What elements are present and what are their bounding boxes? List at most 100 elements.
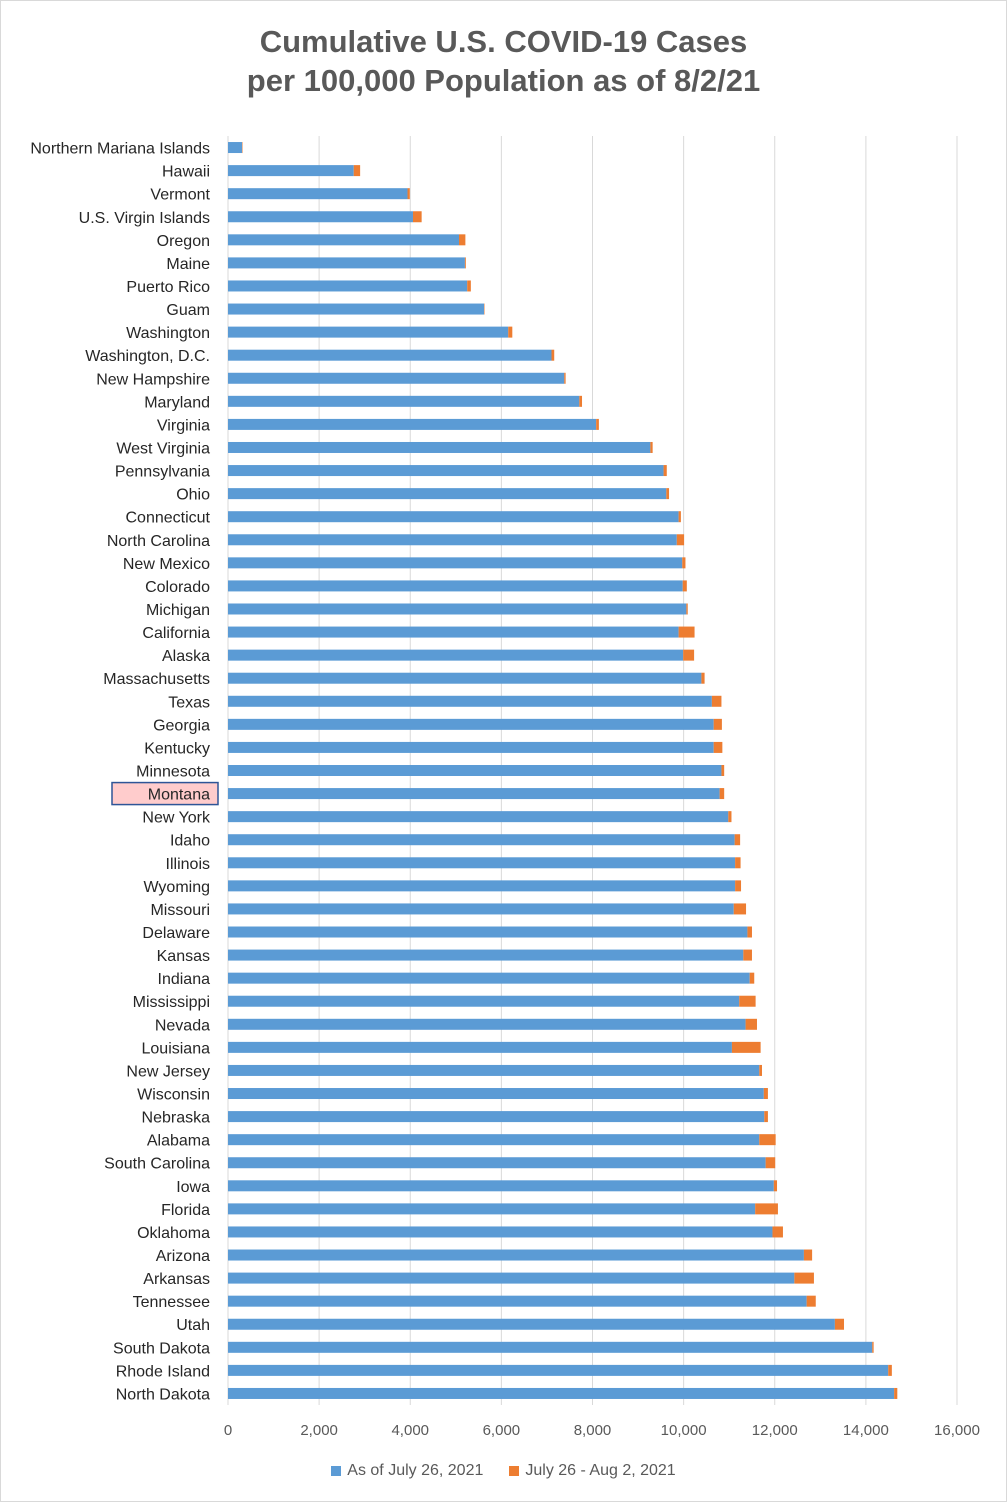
category-label-washington: Washington — [126, 325, 210, 342]
category-label-north-carolina: North Carolina — [107, 533, 210, 550]
legend-item-series-2: July 26 - Aug 2, 2021 — [509, 1462, 676, 1480]
category-label-new-hampshire: New Hampshire — [96, 371, 210, 388]
bar-as-of-jul26-missouri — [228, 903, 734, 915]
bar-as-of-jul26-oklahoma — [228, 1226, 773, 1238]
bar-as-of-jul26-montana — [228, 788, 720, 800]
category-label-maine: Maine — [166, 256, 210, 273]
bar-as-of-jul26-puerto-rico — [228, 280, 468, 292]
category-label-south-dakota: South Dakota — [113, 1340, 210, 1357]
category-label-alaska: Alaska — [162, 648, 210, 665]
x-tick-label-10000: 10,000 — [661, 1422, 707, 1439]
bar-as-of-jul26-northern-mariana-islands — [228, 142, 243, 154]
bar-as-of-jul26-washington-d-c — [228, 349, 552, 361]
legend-swatch-series-2 — [509, 1466, 520, 1476]
bar-jul26-aug2-new-hampshire — [564, 372, 566, 384]
bar-as-of-jul26-iowa — [228, 1180, 774, 1192]
category-label-oregon: Oregon — [157, 233, 210, 250]
category-label-missouri: Missouri — [150, 902, 210, 919]
category-label-west-virginia: West Virginia — [116, 440, 210, 457]
bar-as-of-jul26-new-jersey — [228, 1064, 760, 1076]
bar-as-of-jul26-texas — [228, 695, 712, 707]
bar-jul26-aug2-west-virginia — [650, 441, 653, 453]
bar-jul26-aug2-u-s-virgin-islands — [412, 211, 422, 223]
bar-as-of-jul26-kansas — [228, 949, 744, 961]
bar-as-of-jul26-north-carolina — [228, 534, 677, 546]
bar-jul26-aug2-minnesota — [721, 765, 725, 776]
bar-jul26-aug2-south-dakota — [872, 1341, 874, 1353]
bar-jul26-aug2-idaho — [734, 834, 741, 846]
bar-as-of-jul26-louisiana — [228, 1041, 732, 1053]
chart-title-line2: per 100,000 Population as of 8/2/21 — [246, 63, 761, 98]
category-label-indiana: Indiana — [158, 971, 211, 988]
bar-as-of-jul26-new-hampshire — [228, 372, 565, 384]
category-label-ohio: Ohio — [176, 487, 210, 504]
bar-as-of-jul26-maine — [228, 257, 465, 269]
bar-as-of-jul26-mississippi — [228, 995, 740, 1007]
category-label-connecticut: Connecticut — [126, 510, 211, 527]
legend-label-series-2: July 26 - Aug 2, 2021 — [525, 1462, 676, 1479]
bar-jul26-aug2-washington — [508, 326, 513, 338]
bar-jul26-aug2-michigan — [686, 603, 688, 615]
bar-as-of-jul26-oregon — [228, 234, 460, 246]
bar-as-of-jul26-hawaii — [228, 165, 354, 177]
bar-jul26-aug2-rhode-island — [888, 1364, 892, 1376]
bar-as-of-jul26-south-carolina — [228, 1157, 766, 1169]
bar-as-of-jul26-alaska — [228, 649, 684, 661]
legend: As of July 26, 2021 July 26 - Aug 2, 202… — [0, 1462, 1007, 1480]
bar-jul26-aug2-maine — [464, 257, 466, 269]
category-label-guam: Guam — [166, 302, 210, 319]
bar-jul26-aug2-missouri — [733, 903, 747, 915]
bar-jul26-aug2-maryland — [579, 395, 583, 407]
bar-as-of-jul26-new-mexico — [228, 557, 683, 569]
category-label-colorado: Colorado — [145, 579, 210, 596]
bar-jul26-aug2-delaware — [747, 926, 752, 938]
bar-as-of-jul26-delaware — [228, 926, 748, 938]
category-label-texas: Texas — [168, 694, 210, 711]
category-label-wyoming: Wyoming — [143, 879, 210, 896]
category-label-california: California — [142, 625, 210, 642]
category-label-vermont: Vermont — [150, 187, 210, 204]
category-label-montana: Montana — [148, 787, 210, 804]
bar-as-of-jul26-minnesota — [228, 765, 722, 776]
bar-as-of-jul26-nevada — [228, 1018, 746, 1030]
bar-jul26-aug2-kentucky — [713, 741, 723, 753]
bar-jul26-aug2-california — [678, 626, 695, 638]
x-tick-label-0: 0 — [224, 1422, 232, 1439]
category-label-utah: Utah — [176, 1317, 210, 1334]
bar-as-of-jul26-maryland — [228, 395, 580, 407]
bar-jul26-aug2-wyoming — [735, 880, 742, 892]
highlight-box-montana — [111, 781, 219, 806]
bar-jul26-aug2-iowa — [773, 1180, 778, 1192]
category-label-oklahoma: Oklahoma — [137, 1225, 210, 1242]
bar-as-of-jul26-alabama — [228, 1134, 760, 1146]
category-label-nevada: Nevada — [155, 1017, 210, 1034]
category-label-pennsylvania: Pennsylvania — [115, 464, 210, 481]
category-label-florida: Florida — [161, 1202, 210, 1219]
category-label-idaho: Idaho — [170, 833, 210, 850]
x-tick-label-12000: 12,000 — [752, 1422, 798, 1439]
category-label-minnesota: Minnesota — [136, 764, 210, 781]
bar-jul26-aug2-wisconsin — [763, 1088, 768, 1100]
category-label-hawaii: Hawaii — [162, 164, 210, 181]
bar-jul26-aug2-arkansas — [794, 1272, 814, 1284]
chart-title: Cumulative U.S. COVID-19 Cases per 100,0… — [0, 22, 1007, 100]
bar-jul26-aug2-vermont — [407, 188, 410, 200]
bar-jul26-aug2-north-dakota — [894, 1387, 898, 1399]
bar-as-of-jul26-illinois — [228, 857, 736, 869]
bar-jul26-aug2-south-carolina — [765, 1157, 776, 1169]
bar-as-of-jul26-u-s-virgin-islands — [228, 211, 413, 223]
category-label-wisconsin: Wisconsin — [137, 1087, 210, 1104]
category-label-massachusetts: Massachusetts — [103, 671, 210, 688]
bar-as-of-jul26-virginia — [228, 418, 597, 430]
category-label-illinois: Illinois — [166, 856, 210, 873]
bar-jul26-aug2-nevada — [745, 1018, 757, 1030]
category-label-new-mexico: New Mexico — [123, 556, 210, 573]
category-label-delaware: Delaware — [142, 925, 210, 942]
category-label-louisiana: Louisiana — [142, 1040, 211, 1057]
bar-jul26-aug2-tennessee — [806, 1295, 816, 1307]
category-label-kansas: Kansas — [157, 948, 210, 965]
bar-as-of-jul26-wyoming — [228, 880, 736, 892]
bar-as-of-jul26-california — [228, 626, 679, 638]
bar-jul26-aug2-arizona — [803, 1249, 813, 1261]
